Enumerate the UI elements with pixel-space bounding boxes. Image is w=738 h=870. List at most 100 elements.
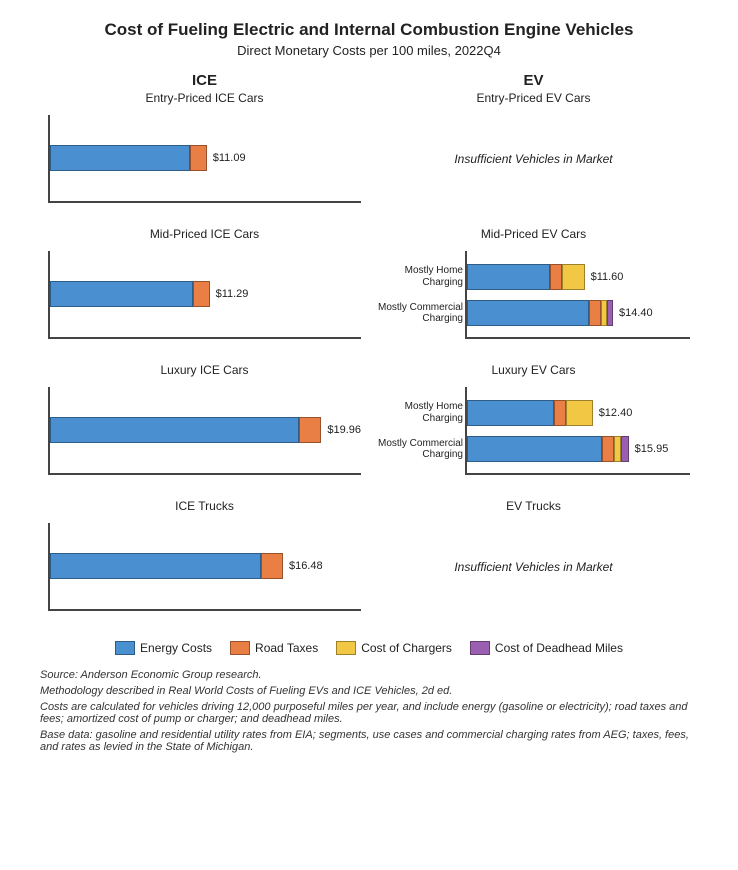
bar-stack <box>467 400 593 426</box>
bar-stack <box>50 417 321 443</box>
footnote: Methodology described in Real World Cost… <box>40 685 698 697</box>
bar-segment-deadhead <box>607 300 613 326</box>
bar-segment-chargers <box>614 436 621 462</box>
bar-value-label: $14.40 <box>619 307 653 319</box>
bar-value-label: $11.09 <box>213 152 246 164</box>
bar-segment-road <box>602 436 614 462</box>
panel: Mid-Priced EV CarsMostly Home Charging$1… <box>369 227 698 345</box>
bar-value-label: $19.96 <box>327 424 361 436</box>
ice-column: ICE Entry-Priced ICE Cars $11.09 Mid-Priced… <box>40 72 369 635</box>
insufficient-message: Insufficient Vehicles in Market <box>369 517 698 617</box>
panel-title: EV Trucks <box>369 499 698 513</box>
legend-item-energy: Energy Costs <box>115 641 212 655</box>
bar-segment-road <box>193 281 210 307</box>
bar-segment-road <box>554 400 566 426</box>
bar-segment-energy <box>50 553 261 579</box>
panel: Entry-Priced EV Cars Insufficient Vehicle… <box>369 91 698 209</box>
panel: Entry-Priced ICE Cars $11.09 <box>40 91 369 209</box>
bar-value-label: $16.48 <box>289 560 323 572</box>
columns: ICE Entry-Priced ICE Cars $11.09 Mid-Priced… <box>40 72 698 635</box>
chart-area: Mostly Home Charging$12.40 Mostly Commerc… <box>465 387 690 475</box>
footnotes: Source: Anderson Economic Group research… <box>40 669 698 753</box>
bar-segment-energy <box>467 300 589 326</box>
column-header: EV <box>369 72 698 89</box>
bar-chart: $11.29 <box>40 245 369 345</box>
legend-item-deadhead: Cost of Deadhead Miles <box>470 641 623 655</box>
bar-segment-road <box>261 553 283 579</box>
panel: Luxury EV CarsMostly Home Charging$12.40… <box>369 363 698 481</box>
legend-item-road: Road Taxes <box>230 641 318 655</box>
panel-title: Mid-Priced ICE Cars <box>40 227 369 241</box>
footnote: Base data: gasoline and residential util… <box>40 729 698 753</box>
bar-chart: Mostly Home Charging$11.60Mostly Commerc… <box>369 245 698 345</box>
bar-segment-chargers <box>566 400 592 426</box>
bar-row: Mostly Home Charging$12.40 <box>467 400 690 426</box>
bar-row: $11.29 <box>50 281 361 307</box>
panel-title: Luxury ICE Cars <box>40 363 369 377</box>
bar-segment-road <box>299 417 322 443</box>
bar-value-label: $12.40 <box>599 407 633 419</box>
panel-title: Entry-Priced EV Cars <box>369 91 698 105</box>
bar-row: $19.96 <box>50 417 361 443</box>
bar-segment-energy <box>467 264 550 290</box>
legend-label: Energy Costs <box>140 641 212 655</box>
chart-area: $11.29 <box>48 251 361 339</box>
legend-label: Cost of Deadhead Miles <box>495 641 623 655</box>
chart-area: Mostly Home Charging$11.60 Mostly Commerc… <box>465 251 690 339</box>
legend-label: Cost of Chargers <box>361 641 452 655</box>
bar-stack <box>50 281 210 307</box>
bar-stack <box>467 300 613 326</box>
row-category-label: Mostly Home Charging <box>375 401 467 424</box>
bar-segment-road <box>550 264 562 290</box>
chart-subtitle: Direct Monetary Costs per 100 miles, 202… <box>40 43 698 58</box>
panel: ICE Trucks $16.48 <box>40 499 369 617</box>
panel-title: Luxury EV Cars <box>369 363 698 377</box>
bar-chart: $19.96 <box>40 381 369 481</box>
bar-stack <box>467 436 629 462</box>
bar-value-label: $11.29 <box>216 288 249 300</box>
chart-area: $16.48 <box>48 523 361 611</box>
bar-stack <box>50 553 283 579</box>
bar-segment-energy <box>467 400 554 426</box>
panel-title: Entry-Priced ICE Cars <box>40 91 369 105</box>
row-category-label: Mostly Commercial Charging <box>375 302 467 325</box>
footnote: Source: Anderson Economic Group research… <box>40 669 698 681</box>
bar-row: Mostly Home Charging$11.60 <box>467 264 690 290</box>
bar-segment-energy <box>50 281 193 307</box>
bar-segment-deadhead <box>621 436 629 462</box>
legend-swatch <box>230 641 250 655</box>
bar-chart: Mostly Home Charging$12.40Mostly Commerc… <box>369 381 698 481</box>
ev-column: EV Entry-Priced EV Cars Insufficient Vehic… <box>369 72 698 635</box>
legend-swatch <box>115 641 135 655</box>
bar-chart: $16.48 <box>40 517 369 617</box>
legend-item-chargers: Cost of Chargers <box>336 641 452 655</box>
bar-chart: $11.09 <box>40 109 369 209</box>
panel: EV Trucks Insufficient Vehicles in Market <box>369 499 698 617</box>
insufficient-message: Insufficient Vehicles in Market <box>369 109 698 209</box>
chart-area: $19.96 <box>48 387 361 475</box>
panel-title: ICE Trucks <box>40 499 369 513</box>
legend-label: Road Taxes <box>255 641 318 655</box>
bar-segment-energy <box>467 436 602 462</box>
bar-segment-energy <box>50 417 299 443</box>
column-header: ICE <box>40 72 369 89</box>
bar-segment-energy <box>50 145 190 171</box>
row-category-label: Mostly Commercial Charging <box>375 438 467 461</box>
legend-swatch <box>470 641 490 655</box>
page: Cost of Fueling Electric and Internal Co… <box>0 0 738 777</box>
bar-segment-chargers <box>562 264 584 290</box>
row-category-label: Mostly Home Charging <box>375 265 467 288</box>
bar-row: $11.09 <box>50 145 361 171</box>
panel: Mid-Priced ICE Cars $11.29 <box>40 227 369 345</box>
bar-segment-road <box>589 300 601 326</box>
bar-value-label: $11.60 <box>591 271 624 283</box>
bar-row: Mostly Commercial Charging$14.40 <box>467 300 690 326</box>
panel-title: Mid-Priced EV Cars <box>369 227 698 241</box>
bar-row: $16.48 <box>50 553 361 579</box>
chart-area: $11.09 <box>48 115 361 203</box>
bar-stack <box>50 145 207 171</box>
bar-stack <box>467 264 585 290</box>
bar-row: Mostly Commercial Charging$15.95 <box>467 436 690 462</box>
bar-segment-road <box>190 145 207 171</box>
footnote: Costs are calculated for vehicles drivin… <box>40 701 698 725</box>
